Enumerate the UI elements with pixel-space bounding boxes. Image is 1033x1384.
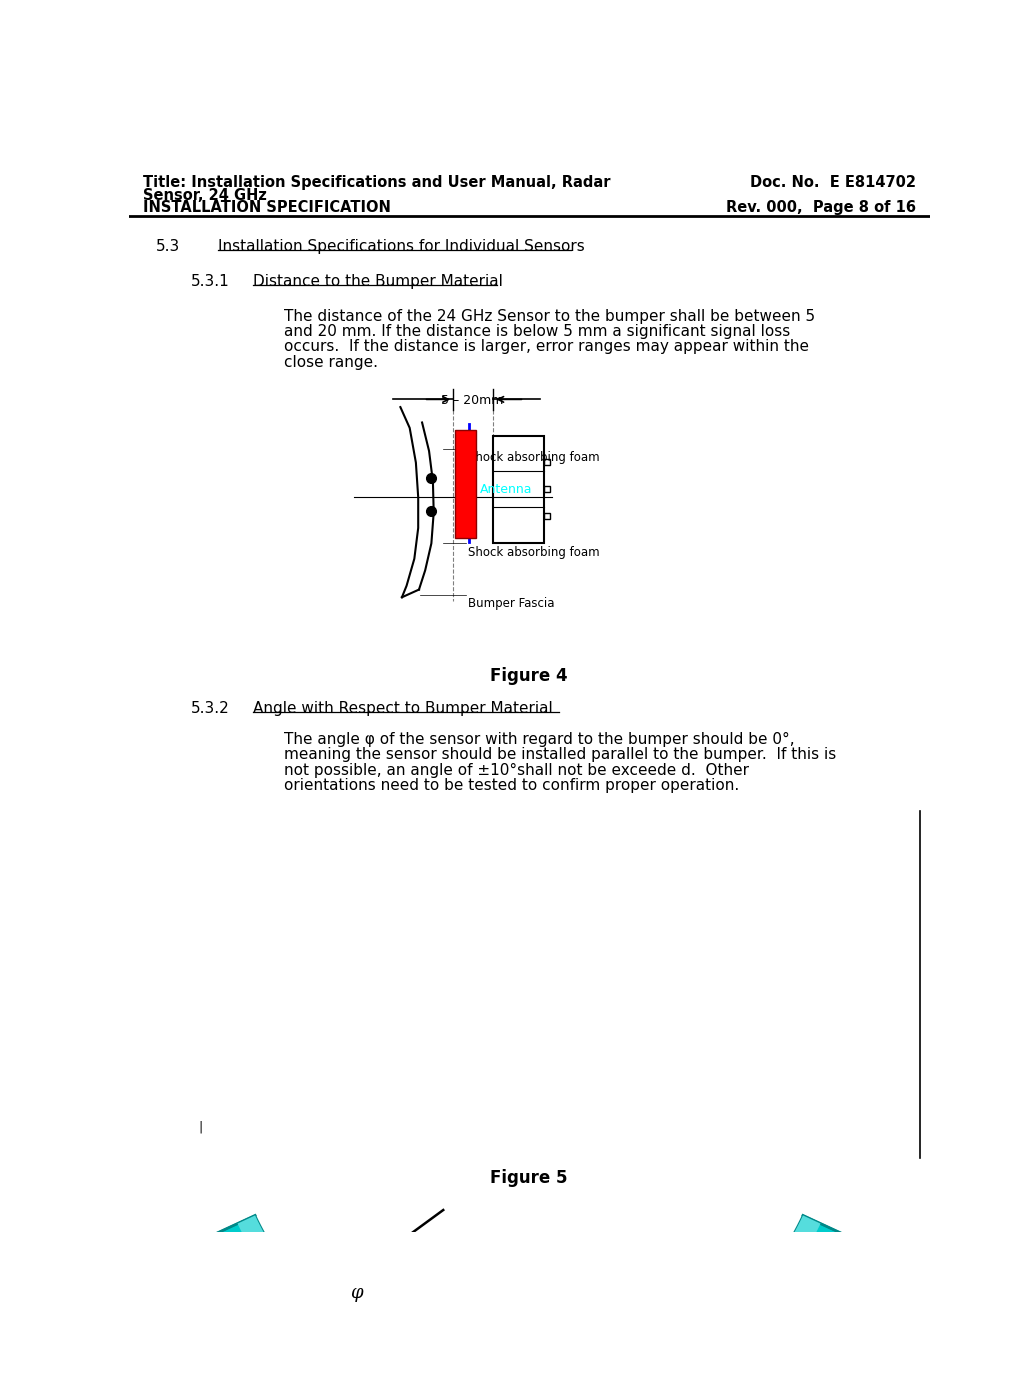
Bar [494, 436, 543, 544]
Text: occurs.  If the distance is larger, error ranges may appear within the: occurs. If the distance is larger, error… [284, 339, 809, 354]
Text: Shock absorbing foam: Shock absorbing foam [468, 451, 599, 464]
Text: Rev. 000,  Page 8 of 16: Rev. 000, Page 8 of 16 [726, 199, 915, 215]
Text: 5 – 20mm: 5 – 20mm [441, 394, 504, 407]
Bar [543, 486, 550, 491]
Text: and 20 mm. If the distance is below 5 mm a significant signal loss: and 20 mm. If the distance is below 5 mm… [284, 324, 790, 339]
Text: Doc. No.  E E814702: Doc. No. E E814702 [750, 176, 915, 191]
Polygon shape [178, 1215, 880, 1384]
Bar [543, 458, 550, 465]
Text: The angle φ of the sensor with regard to the bumper should be 0°,: The angle φ of the sensor with regard to… [284, 732, 794, 747]
Text: Figure 4: Figure 4 [491, 667, 568, 685]
Text: Distance to the Bumper Material: Distance to the Bumper Material [253, 274, 503, 289]
Text: close range.: close range. [284, 354, 378, 370]
Text: Bumper Fascia: Bumper Fascia [468, 598, 555, 610]
Text: not possible, an angle of ±10°shall not be exceede d.  Other: not possible, an angle of ±10°shall not … [284, 763, 749, 778]
Text: 5.3.2: 5.3.2 [191, 702, 230, 717]
Text: |: | [199, 1121, 204, 1133]
Text: Installation Specifications for Individual Sensors: Installation Specifications for Individu… [218, 239, 585, 255]
Text: orientations need to be tested to confirm proper operation.: orientations need to be tested to confir… [284, 778, 740, 793]
Text: 5.3.1: 5.3.1 [191, 274, 230, 289]
Bar [250, 1311, 296, 1326]
Polygon shape [238, 1215, 820, 1384]
Text: Shock absorbing foam: Shock absorbing foam [468, 545, 599, 559]
Text: Title: Installation Specifications and User Manual, Radar: Title: Installation Specifications and U… [144, 176, 611, 191]
Text: φ: φ [350, 1284, 363, 1302]
Text: Antenna: Antenna [479, 483, 532, 495]
Text: Sensor, 24 GHz: Sensor, 24 GHz [144, 188, 267, 202]
Text: The distance of the 24 GHz Sensor to the bumper shall be between 5: The distance of the 24 GHz Sensor to the… [284, 309, 815, 324]
Text: INSTALLATION SPECIFICATION: INSTALLATION SPECIFICATION [144, 199, 390, 215]
Text: 5.3: 5.3 [156, 239, 181, 255]
Text: Angle with Respect to Bumper Material: Angle with Respect to Bumper Material [253, 702, 553, 717]
Text: Figure 5: Figure 5 [491, 1169, 568, 1187]
Bar [543, 512, 550, 519]
Bar [455, 430, 476, 538]
Text: meaning the sensor should be installed parallel to the bumper.  If this is: meaning the sensor should be installed p… [284, 747, 837, 763]
